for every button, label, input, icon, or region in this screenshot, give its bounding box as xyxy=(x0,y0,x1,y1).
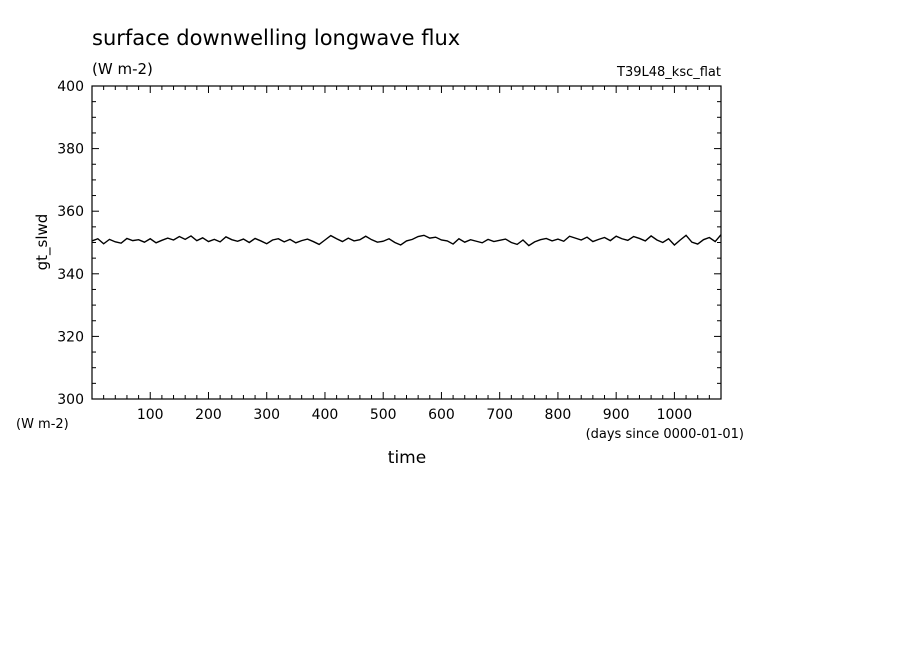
y-axis-units: (W m-2) xyxy=(16,417,69,432)
x-tick-label: 400 xyxy=(312,407,339,423)
y-axis-ticks: 300 320 340 360 380 400 xyxy=(57,79,721,408)
x-tick-label: 500 xyxy=(370,407,397,423)
chart-title: surface downwelling longwave flux xyxy=(92,26,460,50)
y-tick-label: 400 xyxy=(57,79,84,95)
y-tick-label: 360 xyxy=(57,204,84,220)
x-axis-ticks: 100 200 300 400 500 600 700 800 900 1000 xyxy=(103,86,710,423)
y-tick-label: 300 xyxy=(57,392,84,408)
x-tick-label: 800 xyxy=(545,407,572,423)
plot-frame xyxy=(91,85,722,400)
y-tick-label: 340 xyxy=(57,267,84,283)
y-tick-label: 380 xyxy=(57,142,84,158)
x-axis-units: (days since 0000-01-01) xyxy=(586,427,744,442)
chart-units-subtitle: (W m-2) xyxy=(92,60,153,78)
y-tick-label: 320 xyxy=(57,329,84,345)
x-tick-label: 300 xyxy=(253,407,280,423)
x-tick-label: 100 xyxy=(137,407,164,423)
x-tick-label: 1000 xyxy=(657,407,693,423)
run-label: T39L48_ksc_flat xyxy=(616,65,721,80)
x-tick-label: 900 xyxy=(603,407,630,423)
x-tick-label: 700 xyxy=(486,407,513,423)
series-line-gt-slwd xyxy=(91,234,722,247)
x-tick-label: 600 xyxy=(428,407,455,423)
x-axis-label: time xyxy=(388,448,426,468)
y-axis-label: gt_slwd xyxy=(33,214,52,271)
x-tick-label: 200 xyxy=(195,407,222,423)
